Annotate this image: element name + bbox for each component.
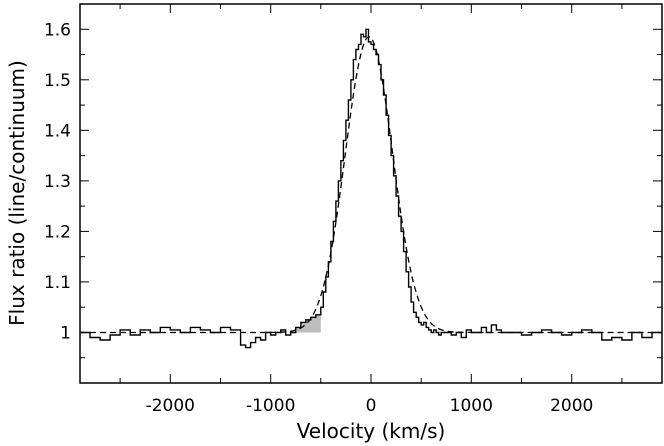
y-tick-labels: 1 1.1 1.2 1.3 1.4 1.5 1.6 (44, 20, 71, 343)
y-tick-label: 1.3 (44, 172, 71, 192)
y-tick-label: 1.6 (44, 20, 71, 40)
x-tick-label: 2000 (550, 396, 593, 416)
y-tick-label: 1.5 (44, 71, 71, 91)
y-axis-label: Flux ratio (line/continuum) (5, 60, 29, 326)
x-tick-label: -1000 (246, 396, 295, 416)
x-tick-label: 0 (366, 396, 377, 416)
data-series-path (80, 28, 662, 349)
x-tick-labels: -2000 -1000 0 1000 2000 (146, 396, 594, 416)
y-tick-label: 1.4 (44, 121, 71, 141)
plot-frame (79, 3, 663, 384)
fit-curve-path (80, 36, 662, 334)
y-tick-label: 1.1 (44, 273, 71, 293)
shaded-region (280, 314, 321, 333)
data-step-line (80, 28, 662, 349)
axis-ticks (80, 4, 662, 383)
x-tick-label: -2000 (146, 396, 195, 416)
shaded-area (280, 314, 321, 333)
y-tick-label: 1.2 (44, 222, 71, 242)
y-tick-label: 1 (60, 324, 71, 344)
x-tick-label: 1000 (450, 396, 493, 416)
x-axis-label: Velocity (km/s) (297, 419, 446, 443)
fit-line (80, 36, 662, 334)
